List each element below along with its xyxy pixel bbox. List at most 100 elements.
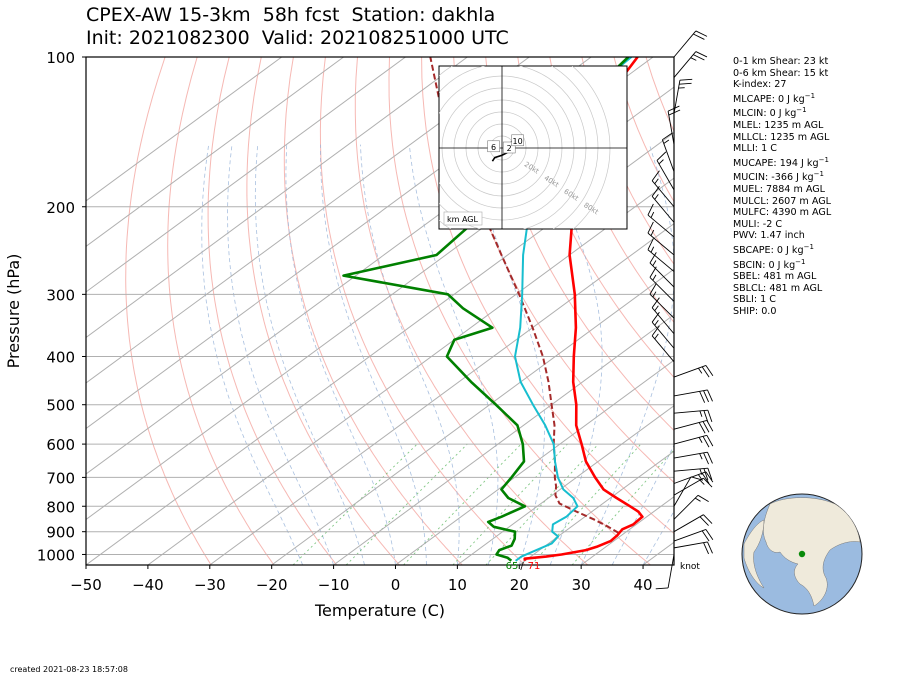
barb-flag <box>656 151 667 161</box>
y-axis-label: Pressure (hPa) <box>4 254 23 369</box>
barb-half-flag <box>663 139 670 144</box>
wind-barb <box>651 311 675 349</box>
index-label: MLEL: 1235 m AGL <box>733 119 824 131</box>
y-tick-label: 200 <box>46 199 75 217</box>
wind-barb <box>651 325 675 363</box>
barb-staff <box>651 196 675 223</box>
isotherm <box>86 132 674 565</box>
wind-barb <box>673 409 713 423</box>
barb-staff <box>673 365 707 378</box>
isotherm <box>518 450 674 565</box>
index-line: MLCAPE: 0 J kg−1 <box>733 92 831 106</box>
x-tick-label: −40 <box>132 576 164 594</box>
wind-barb <box>655 554 675 590</box>
chart-title: CPEX-AW 15-3km 58h fcst Station: dakhla I… <box>86 4 509 50</box>
mixing-ratio-line <box>452 443 568 565</box>
barb-flag <box>667 105 680 112</box>
x-tick-label: 30 <box>572 576 591 594</box>
index-label: K-index: 27 <box>733 79 787 91</box>
index-line: MUEL: 7884 m AGL <box>733 184 831 196</box>
hodograph-frame <box>438 65 628 230</box>
index-line: MLLCL: 1235 m AGL <box>733 132 831 144</box>
index-label: SBEL: 481 m AGL <box>733 271 817 283</box>
isotherm <box>457 405 674 565</box>
barb-flag <box>707 468 713 481</box>
index-unit-exponent: −1 <box>818 155 829 164</box>
wind-barb <box>647 203 675 238</box>
barb-flag <box>651 325 660 337</box>
barb-half-flag <box>650 211 655 218</box>
barb-flag <box>703 452 709 465</box>
index-label: SBCIN: 0 J kg <box>733 259 796 271</box>
wind-barb <box>673 529 714 542</box>
barb-flag <box>707 389 713 402</box>
x-tick-label: −10 <box>318 576 350 594</box>
surface-label-separator: / <box>520 561 524 572</box>
barb-flag <box>695 30 708 37</box>
wind-barb <box>673 30 708 58</box>
index-line: SBLCL: 481 m AGL <box>733 283 831 295</box>
dry-adiabat <box>207 57 338 565</box>
barb-half-flag <box>654 319 659 326</box>
barb-half-flag <box>654 305 659 312</box>
wind-barb <box>673 419 714 434</box>
wind-barb <box>673 78 693 114</box>
barb-staff <box>673 514 704 533</box>
index-label: SBLCL: 481 m AGL <box>733 282 823 294</box>
barb-flag <box>651 311 660 323</box>
x-axis-label: Temperature (C) <box>314 601 445 620</box>
index-line: SBLI: 1 C <box>733 294 831 306</box>
dry-adiabat <box>246 57 400 565</box>
hodograph-height-marker: 10 <box>511 134 524 147</box>
x-tick-label: −20 <box>256 576 288 594</box>
barb-staff <box>661 139 675 172</box>
index-line: MLCIN: 0 J kg−1 <box>733 107 831 120</box>
barb-flag <box>705 529 714 540</box>
barb-half-flag <box>658 159 664 165</box>
mixing-ratio-line <box>403 443 522 565</box>
dry-adiabat <box>870 57 906 565</box>
index-label: MLLI: 1 C <box>733 143 777 155</box>
index-label: SBCAPE: 0 J kg <box>733 244 804 256</box>
isotherm <box>271 268 674 565</box>
surface-temp-label: 71 <box>528 561 541 572</box>
barb-staff <box>651 180 675 208</box>
barb-flag <box>703 390 709 403</box>
wind-unit-label: knot <box>680 562 700 572</box>
barb-flag <box>647 203 654 216</box>
barb-flag <box>649 283 657 295</box>
plot-frame <box>85 56 675 566</box>
barb-staff <box>649 262 675 288</box>
barb-flag <box>703 410 709 423</box>
barb-flag <box>699 391 706 403</box>
title-line-1: CPEX-AW 15-3km 58h fcst Station: dakhla <box>86 4 496 26</box>
barb-staff <box>673 434 707 445</box>
barb-staff <box>651 335 675 363</box>
wind-barb <box>673 477 713 496</box>
barb-half-flag <box>652 274 657 281</box>
barb-half-flag <box>654 178 659 185</box>
moist-adiabat <box>201 144 303 565</box>
barb-staff <box>649 277 675 302</box>
y-tick-label: 400 <box>46 349 75 367</box>
moist-adiabat <box>285 144 396 565</box>
stability-indices-panel: 0-1 km Shear: 23 kt 0-6 km Shear: 15 kt K-… <box>733 56 831 317</box>
barb-flag <box>651 297 660 308</box>
dewpoint-profile <box>342 57 630 562</box>
dry-adiabat <box>485 57 674 432</box>
wind-barb <box>673 494 709 520</box>
index-unit-exponent: −1 <box>803 242 814 251</box>
barb-half-flag <box>699 410 703 417</box>
hodograph-legend: km AGL <box>447 215 479 224</box>
index-line: MUCAPE: 194 J kg−1 <box>733 155 831 170</box>
isotherm <box>86 57 468 339</box>
barb-staff <box>673 80 681 114</box>
barb-half-flag <box>699 468 703 475</box>
barb-flag <box>679 78 693 81</box>
barb-flag <box>698 422 706 434</box>
barb-flag <box>703 468 709 481</box>
height-marker-box <box>502 141 516 154</box>
barb-flag <box>707 410 713 423</box>
wind-barb <box>651 186 675 223</box>
